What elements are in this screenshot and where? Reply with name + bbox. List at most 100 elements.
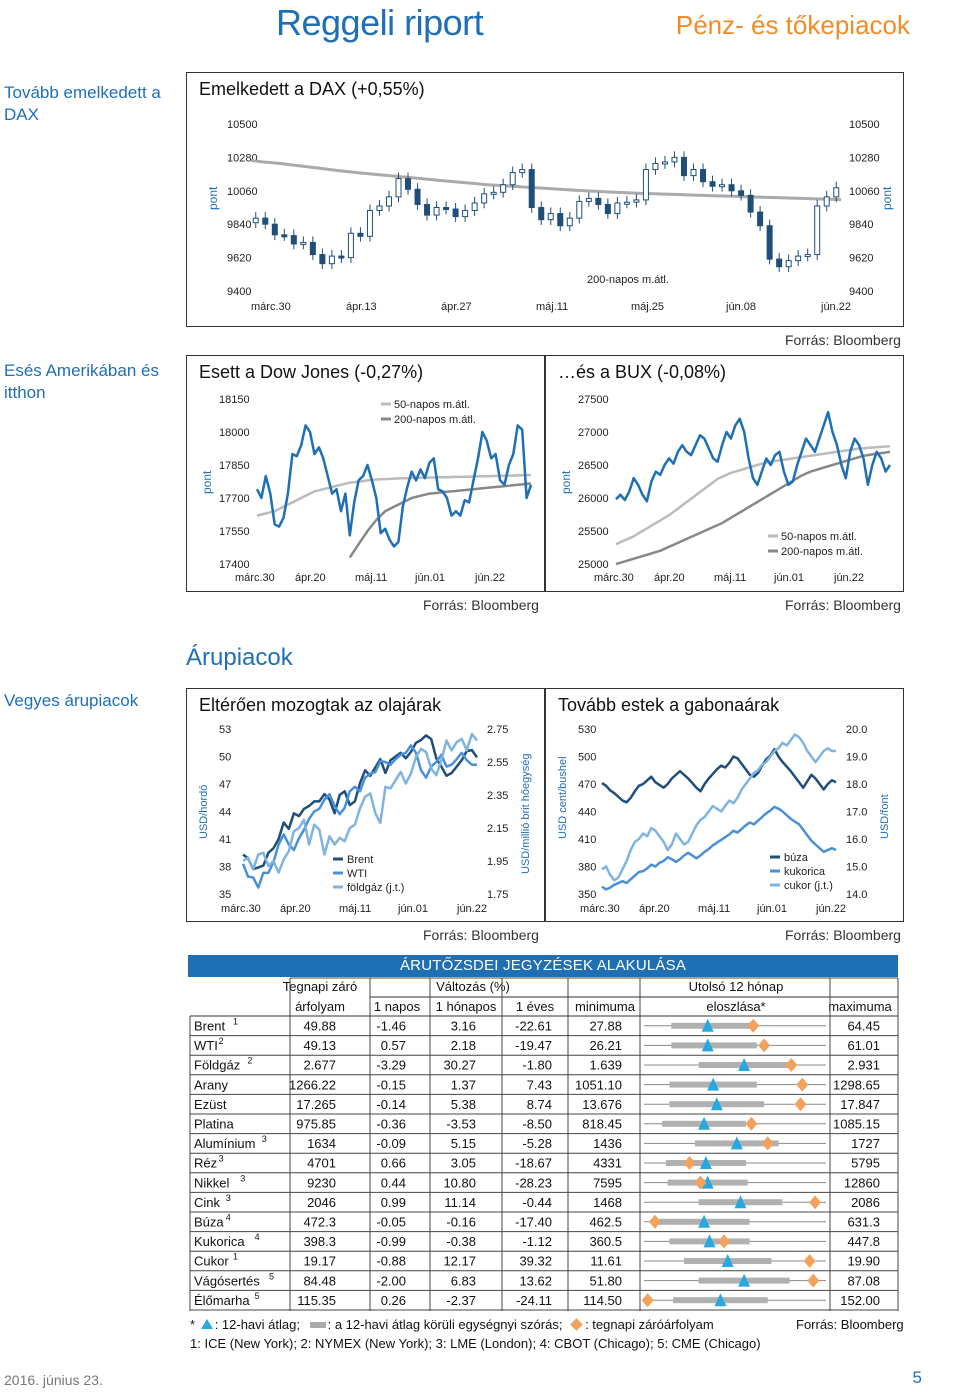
dax-candle-body: [262, 217, 269, 225]
table-head-last12: Utolsó 12 hónap: [689, 979, 784, 994]
table-dist-avg-triangle: [701, 1038, 714, 1052]
table-row-name: Alumínium: [194, 1136, 255, 1151]
table-row-1y: 39.32: [519, 1254, 552, 1269]
dax-candle-body: [804, 254, 811, 258]
dax-candle-body: [433, 207, 440, 216]
dax-candle-body: [814, 205, 821, 256]
table-row-name: WTI: [194, 1038, 218, 1053]
table-row-max: 631.3: [847, 1215, 880, 1230]
table-row-sup: 1: [233, 1252, 238, 1262]
table-dist-avg-triangle: [714, 1293, 727, 1307]
bux-xtick: máj.11: [714, 572, 746, 584]
oil-xtick: máj.11: [339, 903, 371, 915]
bux-chart-title: …és a BUX (-0,08%): [558, 362, 727, 382]
table-dist-avg-triangle: [738, 1273, 751, 1287]
footnote-band: : a 12-havi átlag körüli egységnyi szórá…: [327, 1317, 563, 1332]
table-dist-last-diamond: [683, 1156, 696, 1170]
table-row-name: Búza: [194, 1215, 224, 1230]
table-row-1d: -0.88: [376, 1254, 406, 1269]
table-row-max: 87.08: [847, 1273, 880, 1288]
dow-legend-label: 50-napos m.átl.: [394, 399, 470, 411]
dax-candle-body: [424, 203, 431, 216]
dax-candle-body: [519, 169, 526, 174]
grain-legend-label: cukor (j.t.): [784, 880, 833, 892]
bux-ytick: 25500: [578, 526, 609, 538]
table-row-1m: 12.17: [443, 1254, 476, 1269]
footer-date: 2016. június 23.: [4, 1372, 103, 1388]
table-dist-band: [667, 1179, 748, 1186]
dax-candle-body: [490, 191, 497, 195]
bux-chart: …és a BUX (-0,08%) 27500 27000 26500 26000 2…: [545, 355, 904, 592]
table-row-1m: 1.37: [451, 1077, 476, 1092]
dow-close-line: [255, 424, 533, 548]
table-row-1m: 3.05: [451, 1156, 476, 1171]
table-row-name: Földgáz: [194, 1058, 240, 1073]
dax-chart-title: Emelkedett a DAX (+0,55%): [199, 79, 425, 99]
dow-xtick: jún.22: [474, 572, 505, 584]
table-row-1d: -0.14: [376, 1097, 406, 1112]
table-row-1d: -3.29: [376, 1058, 406, 1073]
dax-candle-body: [385, 196, 392, 207]
dax-ytick-right: 10060: [849, 186, 880, 198]
table-row-name: Réz: [194, 1156, 217, 1171]
dax-candle-body: [395, 178, 402, 198]
table-dist-last-diamond: [807, 1273, 820, 1288]
table-row-max: 2.931: [847, 1058, 880, 1073]
grain-ytick-left: 410: [578, 834, 596, 846]
table-dist-avg-triangle: [703, 1234, 716, 1248]
table-dist-avg-triangle: [730, 1136, 743, 1150]
table-row-min: 360.5: [589, 1234, 622, 1249]
dax-candle-body: [766, 225, 773, 260]
dax-candle-body: [338, 255, 345, 259]
dax-chart-plot: 10500 10500 10280 10280 10060 10060 9840 9840 96…: [206, 119, 894, 313]
dow-ytick: 18000: [219, 427, 250, 439]
table-row-name: Ezüst: [194, 1097, 227, 1112]
table-row-max: 64.45: [847, 1019, 880, 1034]
oil-ylabel-right: USD/millió brit hőegység: [520, 754, 532, 874]
bux-ytick: 27500: [578, 394, 609, 406]
table-dist-last-diamond: [648, 1214, 661, 1229]
oil-chart-title: Eltérően mozogtak az olajárak: [199, 695, 442, 715]
grain-ytick-right: 20.0: [846, 724, 867, 736]
dax-ytick-right: 9620: [849, 253, 873, 265]
dax-candle-body: [566, 217, 573, 227]
table-row-1y: -28.23: [515, 1175, 552, 1190]
oil-ytick-right: 1.95: [487, 856, 508, 868]
dax-candle-body: [833, 187, 840, 198]
table-dist-avg-triangle: [738, 1058, 751, 1071]
dow-xtick: máj.11: [355, 572, 387, 584]
table-dist-last-diamond: [785, 1058, 798, 1072]
dax-candle-body: [528, 169, 535, 208]
table-row-1d: -2.00: [376, 1273, 406, 1288]
table-row-max: 19.90: [847, 1254, 880, 1269]
bux-close-line: [615, 410, 892, 503]
oil-ytick-left: 38: [219, 862, 231, 874]
table-row-min: 1468: [593, 1195, 622, 1210]
oil-source: Forrás: Bloomberg: [423, 927, 539, 943]
table-head-1d: 1 napos: [374, 999, 421, 1014]
table-row-prev: 2.677: [303, 1058, 336, 1073]
dax-candle-body: [623, 201, 630, 205]
dow-ytick: 17850: [219, 460, 250, 472]
oil-series-line: [242, 732, 478, 874]
table-head-change: Változás (%): [436, 979, 510, 994]
dax-candle-body: [538, 207, 545, 221]
table-dist-band: [671, 1022, 757, 1029]
diamond-icon: [570, 1318, 583, 1331]
bux-xtick: jún.22: [833, 572, 864, 584]
table-row-max: 1298.65: [833, 1077, 880, 1092]
bux-xtick: ápr.20: [654, 572, 685, 584]
table-row-min: 11.61: [590, 1254, 622, 1269]
table-row-1y: 8.74: [527, 1097, 552, 1112]
grain-ytick-left: 350: [578, 889, 596, 901]
oil-xtick: ápr.20: [280, 903, 311, 915]
dax-candle-body: [823, 196, 830, 207]
oil-legend-label: földgáz (j.t.): [347, 882, 404, 894]
table-row-1y: -0.44: [522, 1195, 552, 1210]
oil-series-line: [241, 744, 477, 889]
dow-chart-plot: 18150 18000 17850 17700 17550 17400 pont márc.3…: [200, 394, 533, 584]
grain-ylabel-right: USD/font: [879, 794, 891, 839]
dax-candle-body: [747, 194, 754, 213]
grain-ytick-left: 530: [578, 724, 596, 736]
dax-candle-body: [642, 169, 649, 201]
